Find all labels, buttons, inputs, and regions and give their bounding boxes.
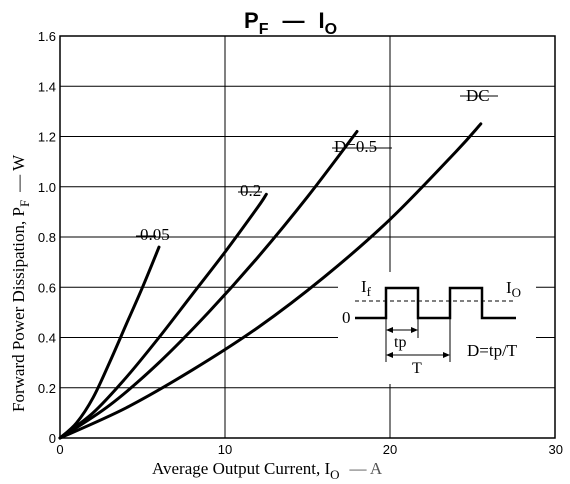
series-line-2 bbox=[58, 130, 359, 440]
xlabel-unit: — A bbox=[349, 459, 383, 478]
inset-background bbox=[338, 272, 536, 384]
x-tick-label: 0 bbox=[56, 442, 63, 457]
waveform-inset: 0 If IO tp T D=tp/T bbox=[338, 272, 536, 384]
io-label: IO bbox=[506, 278, 521, 300]
series-label-dc: DC bbox=[466, 86, 490, 105]
y-tick-label: 1.2 bbox=[38, 130, 56, 145]
curve-labels: 0.05 0.2 D=0.5 DC bbox=[136, 86, 498, 244]
io-main: I bbox=[506, 278, 512, 297]
io-sub: O bbox=[512, 285, 521, 300]
title-i-sub: O bbox=[325, 21, 337, 38]
ylabel-unit: — W bbox=[9, 154, 28, 193]
tp-label: tp bbox=[394, 334, 406, 351]
x-axis-label: Average Output Current, IO — A bbox=[152, 459, 383, 482]
y-tick-label: 0 bbox=[49, 431, 56, 446]
y-tick-label: 1.4 bbox=[38, 79, 56, 94]
if-sub: f bbox=[367, 284, 372, 299]
tp-arrow-left bbox=[386, 327, 393, 333]
series-line-3 bbox=[58, 122, 483, 440]
x-tick-label: 10 bbox=[218, 442, 232, 457]
if-main: I bbox=[361, 277, 367, 296]
series-label-005: 0.05 bbox=[140, 225, 170, 244]
xlabel-main: Average Output Current, I bbox=[152, 459, 330, 478]
series-line-1 bbox=[58, 192, 268, 440]
pulse-waveform bbox=[355, 286, 516, 320]
t-label: T bbox=[412, 360, 422, 377]
y-tick-label: 1.6 bbox=[38, 29, 56, 44]
chart-title: PF — IO bbox=[244, 8, 337, 38]
if-label: If bbox=[361, 277, 372, 299]
y-tick-label: 0.4 bbox=[38, 331, 56, 346]
tp-arrow-right bbox=[411, 327, 418, 333]
t-arrow-left bbox=[386, 352, 393, 358]
y-tick-label: 0.6 bbox=[38, 280, 56, 295]
ylabel-sub: F bbox=[17, 200, 32, 207]
ylabel-main: Forward Power Dissipation, P bbox=[9, 207, 28, 412]
tick-labels: 0 0.2 0.4 0.6 0.8 1.0 1.2 1.4 1.6 0 10 20 30 bbox=[38, 29, 563, 457]
series-label-02: 0.2 bbox=[240, 181, 261, 200]
x-tick-label: 30 bbox=[549, 442, 563, 457]
data-curves bbox=[58, 122, 483, 440]
duty-formula: D=tp/T bbox=[467, 341, 518, 360]
y-tick-label: 0.8 bbox=[38, 230, 56, 245]
title-p-sub: F bbox=[259, 21, 269, 38]
zero-label: 0 bbox=[342, 308, 351, 327]
y-axis-label: Forward Power Dissipation, PF — W bbox=[9, 154, 32, 412]
title-dash: — bbox=[282, 8, 304, 33]
y-tick-label: 0.2 bbox=[38, 381, 56, 396]
series-label-05: D=0.5 bbox=[334, 137, 377, 156]
xlabel-sub: O bbox=[330, 467, 339, 482]
series-line-0 bbox=[58, 245, 161, 440]
t-arrow-right bbox=[443, 352, 450, 358]
y-tick-label: 1.0 bbox=[38, 180, 56, 195]
x-tick-label: 20 bbox=[383, 442, 397, 457]
title-i: I bbox=[318, 8, 324, 33]
title-p: P bbox=[244, 8, 259, 33]
